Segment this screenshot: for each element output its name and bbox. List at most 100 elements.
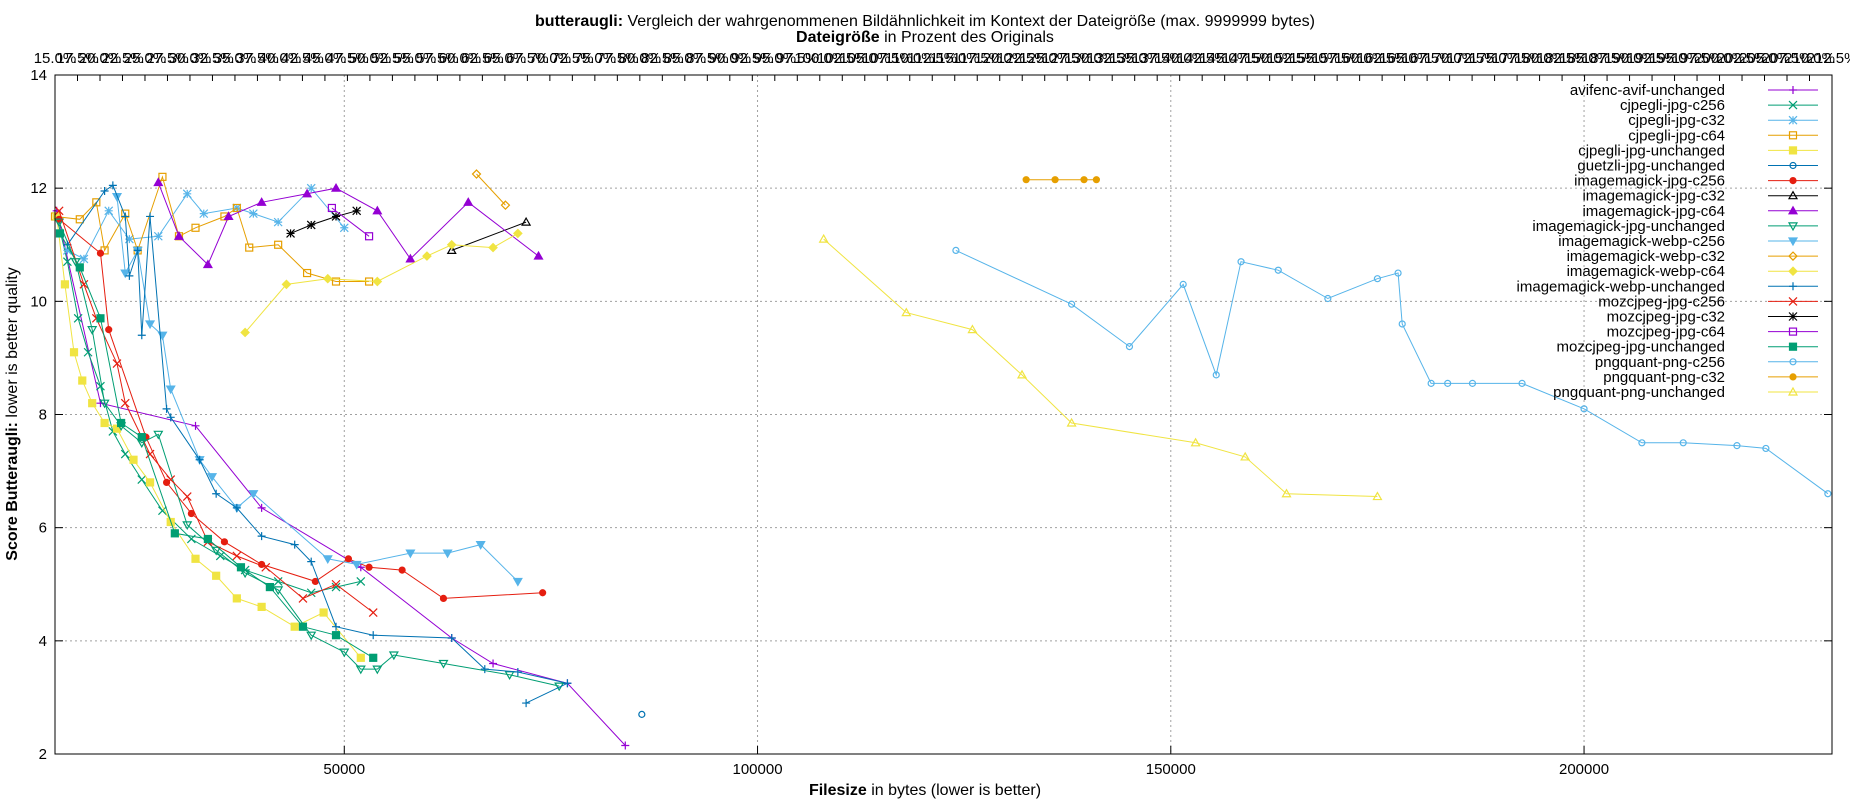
x2-tick-label: 212.5% — [1807, 50, 1850, 67]
data-point — [489, 659, 498, 668]
legend-item: mozcjpeg-jpg-c64 — [1607, 324, 1818, 341]
x2-tick-label: 75.0% — [574, 50, 617, 67]
y-tick-label: 12 — [30, 180, 47, 197]
legend-marker — [1789, 358, 1797, 366]
data-point — [245, 243, 254, 252]
legend-item: avifenc-avif-unchanged — [1570, 82, 1818, 99]
data-point — [120, 398, 130, 408]
x2-tick-label: 92.5% — [731, 50, 774, 67]
legend-label: pngquant-png-unchanged — [1553, 384, 1725, 401]
x2-tick-label: 175.0% — [1469, 50, 1520, 67]
data-point — [120, 269, 131, 279]
data-point — [145, 478, 155, 487]
data-point — [356, 653, 365, 662]
data-point — [521, 216, 532, 226]
data-point — [447, 634, 456, 643]
chart-subtitle: Dateigröße in Prozent des Originals — [796, 29, 1054, 46]
legend-label: mozcjpeg-jpg-c64 — [1607, 324, 1725, 341]
data-point — [322, 273, 333, 284]
legend-marker — [1789, 373, 1797, 381]
data-point — [162, 478, 171, 486]
data-point — [1274, 266, 1282, 274]
x2-tick-label: 195.0% — [1649, 50, 1700, 67]
series-imagemagick-jpg-c64 — [153, 177, 544, 269]
data-point — [223, 211, 234, 221]
x2-tick-label: 135.0% — [1109, 50, 1160, 67]
data-point — [55, 229, 65, 238]
series-mozcjpeg-jpg-c256 — [54, 206, 378, 617]
data-point — [331, 631, 341, 640]
series-pngquant-png-unchanged — [818, 233, 1383, 501]
data-point — [195, 455, 204, 464]
data-point — [1679, 439, 1687, 447]
legend-item: imagemagick-webp-c256 — [1558, 233, 1818, 250]
x2-tick-label: 205.0% — [1739, 50, 1790, 67]
data-point — [182, 189, 192, 199]
data-point — [355, 665, 366, 675]
x2-tick-label: 167.5% — [1402, 50, 1453, 67]
series-line — [54, 175, 370, 282]
data-point — [290, 622, 299, 631]
data-point — [96, 314, 105, 323]
data-point — [199, 209, 209, 219]
data-point — [365, 563, 373, 571]
series-line — [56, 210, 626, 746]
data-point — [621, 741, 630, 750]
data-point — [1324, 294, 1332, 303]
legend-marker — [1787, 386, 1799, 396]
x-tick-label: 100000 — [733, 761, 783, 778]
legend-item: imagemagick-jpg-unchanged — [1532, 218, 1818, 235]
series-line — [58, 221, 560, 687]
data-point — [1373, 275, 1382, 283]
legend-item: cjpegli-jpg-unchanged — [1578, 142, 1818, 159]
chart-titles: butteraugli: Vergleich der wahrgenommene… — [535, 13, 1315, 46]
data-point — [398, 566, 406, 574]
chart-title-bold: butteraugli: — [535, 13, 623, 30]
x2-tick-label: 95.0% — [754, 50, 797, 67]
data-point — [191, 223, 200, 232]
y-tick-label: 10 — [30, 293, 47, 310]
data-point — [104, 206, 114, 216]
legend-marker — [1788, 131, 1798, 140]
legend-marker — [1788, 115, 1798, 125]
data-point — [1016, 369, 1028, 379]
data-point — [463, 197, 474, 206]
data-point — [83, 347, 93, 357]
legend-item: cjpegli-jpg-c32 — [1628, 112, 1818, 129]
series-mozcjpeg-jpg-unchanged — [55, 229, 378, 662]
series-line — [66, 184, 569, 704]
series-imagemagick-webp-c32 — [471, 169, 511, 210]
data-point — [257, 503, 266, 512]
data-point — [512, 228, 523, 239]
series-line — [58, 218, 543, 599]
x-tick-label: 150000 — [1146, 761, 1196, 778]
data-point — [522, 699, 531, 708]
x2-tick-label: 55.0% — [394, 50, 437, 67]
series-line — [290, 210, 357, 234]
data-point — [54, 206, 64, 216]
legend-label: imagemagick-webp-c256 — [1558, 233, 1725, 250]
x2-tick-label: 65.0% — [484, 50, 527, 67]
series-line — [56, 216, 361, 594]
legend: avifenc-avif-unchangedcjpegli-jpg-c256cj… — [1517, 82, 1818, 401]
data-point — [446, 239, 457, 250]
data-point — [187, 509, 195, 518]
data-point — [257, 602, 266, 611]
data-point — [232, 551, 242, 561]
legend-item: cjpegli-jpg-c64 — [1628, 127, 1818, 144]
x2-tick-label: 185.0% — [1559, 50, 1610, 67]
x2-tick-label: 112.5% — [907, 50, 957, 67]
legend-label: avifenc-avif-unchanged — [1570, 82, 1725, 99]
data-point — [901, 307, 912, 317]
data-point — [1444, 379, 1452, 387]
legend-label: imagemagick-jpg-c32 — [1582, 188, 1725, 205]
data-point — [331, 582, 341, 592]
plot-frame — [54, 74, 1833, 755]
legend-item: imagemagick-webp-c32 — [1567, 248, 1818, 265]
legend-item: pngquant-png-c32 — [1603, 369, 1818, 386]
data-point — [191, 421, 200, 430]
data-point — [212, 489, 221, 498]
legend-marker — [1788, 100, 1798, 110]
data-point — [319, 608, 328, 617]
legend-marker — [1788, 266, 1798, 277]
